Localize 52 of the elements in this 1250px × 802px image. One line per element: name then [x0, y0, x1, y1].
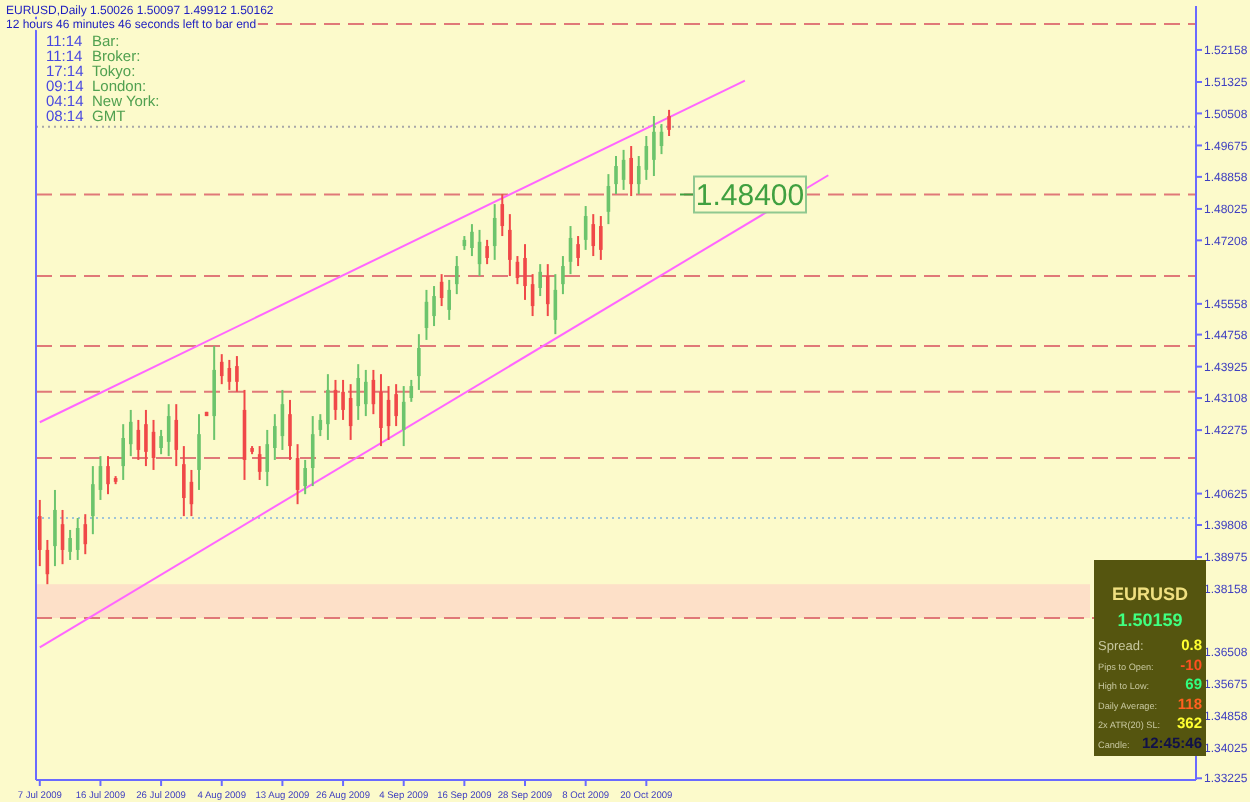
- candlestick: [454, 255, 459, 296]
- candlestick: [379, 373, 383, 448]
- candlestick: [523, 243, 527, 301]
- candlestick: [128, 408, 133, 458]
- annotation: 1.48400: [695, 179, 805, 214]
- candlestick: [326, 373, 330, 441]
- candlestick: [636, 155, 641, 196]
- candlestick: [485, 238, 489, 266]
- candlestick: [182, 445, 186, 518]
- candlestick: [235, 355, 239, 393]
- annotation: EURUSD: [1111, 584, 1189, 604]
- candlestick: [470, 223, 474, 258]
- candlestick: [212, 345, 216, 441]
- candlestick: [409, 378, 414, 403]
- candlestick: [273, 413, 277, 461]
- candlestick: [37, 498, 42, 568]
- candlestick: [447, 278, 451, 321]
- candlestick: [174, 403, 179, 468]
- candlestick: [159, 428, 163, 456]
- candlestick: [288, 398, 292, 461]
- candlestick: [629, 145, 633, 198]
- candlestick: [106, 455, 110, 496]
- candlestick: [614, 155, 618, 196]
- candlestick: [591, 213, 596, 258]
- candlestick: [576, 235, 580, 268]
- candlestick: [121, 423, 125, 481]
- candlestick: [310, 415, 315, 488]
- candlestick: [561, 255, 565, 296]
- candlestick: [538, 263, 542, 298]
- annotation: 1.50159: [1117, 610, 1183, 630]
- candlestick: [545, 263, 550, 318]
- candlestick: [356, 363, 361, 421]
- candlestick: [91, 465, 95, 536]
- candlestick: [83, 513, 88, 556]
- candlestick: [68, 528, 72, 561]
- candlestick: [341, 378, 345, 421]
- candlestick: [144, 408, 148, 468]
- candlestick: [652, 115, 656, 178]
- candlestick: [599, 215, 603, 261]
- candlestick: [53, 488, 57, 568]
- candlestick: [197, 413, 201, 491]
- candlestick: [394, 383, 398, 428]
- candlestick: [500, 193, 505, 238]
- candlestick: [667, 108, 671, 138]
- candlestick: [508, 213, 512, 278]
- candlestick: [432, 285, 436, 328]
- candlestick: [303, 458, 307, 496]
- candlestick: [401, 385, 406, 448]
- candlestick: [265, 428, 270, 488]
- candlestick: [364, 368, 368, 418]
- candlestick: [417, 333, 421, 391]
- candlestick: [219, 353, 224, 386]
